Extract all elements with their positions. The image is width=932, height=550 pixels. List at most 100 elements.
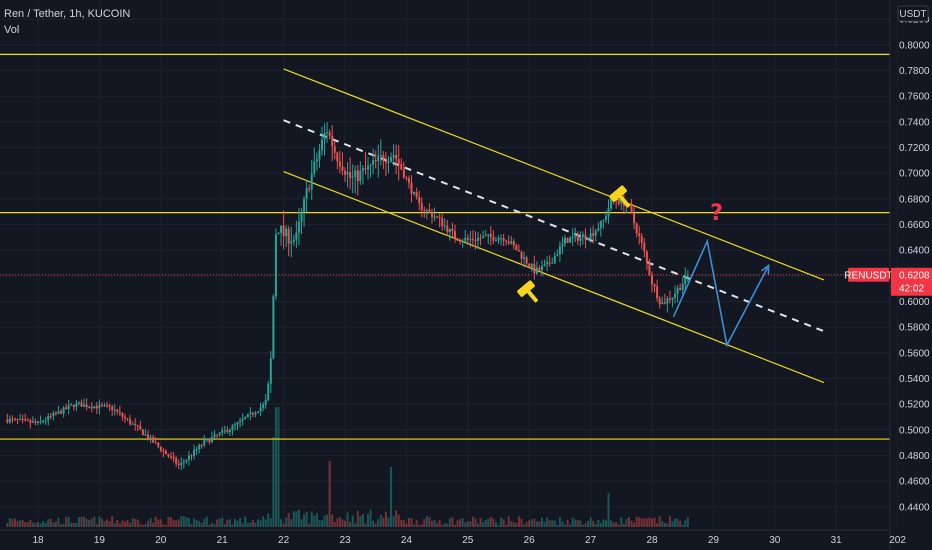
candle-body: [121, 413, 124, 417]
candle-body: [454, 231, 457, 239]
candle-body: [584, 234, 587, 240]
candle-body: [318, 150, 321, 160]
volume-bar: [556, 524, 559, 527]
volume-bar: [52, 522, 55, 527]
candle-body: [11, 418, 14, 420]
candle-body: [361, 168, 364, 171]
candle-body: [372, 160, 375, 165]
volume-bar: [157, 519, 160, 527]
candle-body: [285, 228, 288, 237]
candle-body: [487, 233, 490, 236]
current-symbol-box: [848, 267, 889, 282]
candle-body: [471, 239, 474, 241]
candle-body: [663, 302, 666, 304]
price-tick-label: 0.4400: [899, 502, 930, 513]
candle-body: [29, 420, 32, 423]
candle-body: [592, 233, 595, 236]
volume-bar: [576, 520, 579, 527]
candle-body: [451, 228, 454, 232]
price-tick-label: 0.5600: [899, 348, 930, 359]
volume-bar: [333, 521, 336, 527]
candle-body: [75, 403, 78, 407]
volume-bar: [413, 524, 416, 527]
symbol-title[interactable]: Ren / Tether, 1h, KUCOIN: [4, 8, 131, 20]
candle-body: [274, 234, 277, 297]
candle-body: [162, 450, 165, 452]
candle-body: [106, 405, 109, 407]
volume-bar: [505, 524, 508, 527]
volume-bar: [249, 522, 252, 527]
volume-bar: [415, 520, 418, 527]
candle-body: [236, 422, 239, 425]
volume-bar: [121, 520, 124, 527]
candle-body: [474, 240, 477, 242]
volume-bar: [187, 517, 190, 527]
date-tick-label: 27: [585, 535, 597, 546]
price-tick-label: 0.5400: [899, 374, 930, 385]
candle-body: [37, 421, 39, 423]
candle-body: [320, 139, 323, 151]
candle-body: [303, 198, 306, 213]
volume-bar: [175, 520, 178, 527]
volume-indicator-label[interactable]: Vol: [4, 24, 20, 36]
candle-body: [354, 170, 357, 177]
candle-body: [152, 437, 155, 443]
volume-bar: [313, 515, 316, 527]
volume-bar: [515, 523, 518, 527]
candle-body: [305, 188, 308, 199]
volume-bar: [367, 513, 370, 527]
candle-body: [574, 234, 577, 237]
candle-body: [170, 456, 173, 458]
candle-body: [257, 411, 260, 413]
candle-body: [433, 216, 436, 218]
volume-bar: [523, 524, 526, 527]
candle-body: [300, 212, 303, 222]
candle-body: [502, 238, 505, 241]
volume-bar: [610, 520, 613, 527]
candle-body: [630, 204, 633, 213]
volume-bar: [297, 509, 300, 527]
descending-channel[interactable]: [283, 68, 825, 384]
candle-body: [497, 238, 500, 241]
volume-bar: [648, 517, 651, 527]
volume-bar: [70, 522, 73, 527]
volume-bar: [622, 523, 625, 527]
volume-bar: [280, 519, 283, 527]
volume-bar: [198, 521, 201, 527]
candle-body: [338, 161, 341, 167]
volume-bar: [62, 523, 65, 527]
volume-bar: [607, 493, 610, 527]
volume-bar: [487, 518, 490, 527]
candle-body: [239, 420, 242, 423]
volume-bar: [144, 523, 147, 527]
date-tick-label: 19: [94, 535, 106, 546]
candle-body: [49, 415, 52, 417]
hammer-icon: [609, 185, 631, 208]
candle-body: [326, 132, 329, 134]
candle-body: [246, 414, 249, 418]
candle-body: [686, 275, 689, 277]
volume-bar: [315, 512, 318, 527]
volume-bar: [200, 522, 203, 527]
candle-body: [392, 154, 395, 158]
volume-bar: [193, 518, 196, 527]
projection-path[interactable]: [672, 238, 770, 348]
volume-bar: [379, 514, 382, 527]
volume-bar: [318, 520, 321, 527]
candle-body: [658, 298, 661, 305]
time-axis[interactable]: 18 19 20 21 22 23 24 25 26 27 28 29 30 31 202: [32, 535, 906, 546]
candle-body: [198, 445, 201, 450]
date-tick-label: 24: [401, 535, 413, 546]
price-axis[interactable]: 0.82000.80000.78000.76000.74000.72000.70…: [899, 15, 930, 514]
candle-body: [520, 251, 523, 259]
candle-body: [356, 170, 359, 181]
candle-body: [200, 445, 203, 447]
volume-bar: [686, 517, 689, 527]
candle-body: [269, 358, 272, 384]
candle-body: [464, 237, 467, 241]
volume-bar: [77, 516, 80, 527]
current-price-text: 0.6208: [899, 270, 930, 281]
volume-bar: [469, 521, 472, 527]
candle-body: [57, 411, 60, 414]
